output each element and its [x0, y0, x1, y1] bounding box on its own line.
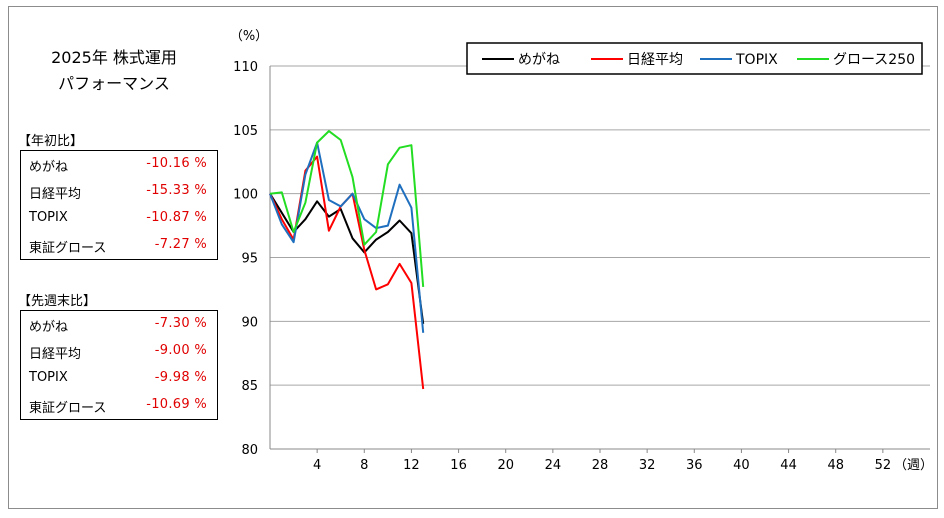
x-tick-label: 12 [403, 458, 420, 473]
x-unit-label: （週） [894, 458, 933, 473]
ytd-row-topix: TOPIX -10.87 % [21, 205, 217, 232]
ytd-name: TOPIX [29, 210, 68, 225]
y-tick-label: 110 [233, 60, 258, 75]
x-tick-label: 20 [497, 458, 514, 473]
legend-label: 日経平均 [627, 52, 683, 68]
chart-title-line2: パフォーマンス [58, 74, 170, 93]
x-tick-label: 52 [875, 458, 892, 473]
x-tick-label: 4 [313, 458, 321, 473]
wow-name: めがね [29, 320, 69, 335]
series-line-3 [269, 130, 425, 287]
y-tick-label: 95 [241, 252, 258, 267]
ytd-name: 東証グロース [29, 241, 107, 256]
x-tick-label: 36 [686, 458, 703, 473]
wow-table: めがね -7.30 % 日経平均 -9.00 % TOPIX -9.98 % 東… [20, 310, 218, 420]
x-tick-label: 40 [733, 458, 750, 473]
ytd-value: -10.16 % [146, 156, 207, 171]
x-tick-label: 44 [780, 458, 797, 473]
series-line-1 [269, 155, 425, 390]
ytd-name: めがね [29, 160, 69, 175]
chart-title-line1: 2025年 株式運用 [51, 48, 177, 67]
wow-value: -10.69 % [146, 397, 207, 412]
y-unit-label: （%） [230, 29, 268, 44]
x-tick-label: 8 [360, 458, 368, 473]
ytd-row-growth: 東証グロース -7.27 % [21, 232, 217, 259]
legend-label: グロース250 [833, 52, 915, 68]
ytd-value: -10.87 % [146, 210, 207, 225]
wow-name: 東証グロース [29, 401, 107, 416]
x-tick-label: 48 [827, 458, 844, 473]
ytd-table: めがね -10.16 % 日経平均 -15.33 % TOPIX -10.87 … [20, 150, 218, 260]
x-tick-label: 16 [450, 458, 467, 473]
y-tick-label: 90 [241, 315, 258, 330]
x-tick-label: 28 [592, 458, 609, 473]
wow-name: TOPIX [29, 370, 68, 385]
ytd-row-megane: めがね -10.16 % [21, 151, 217, 178]
x-tick-label: 24 [545, 458, 562, 473]
legend-label: めがね [518, 52, 560, 68]
wow-row-topix: TOPIX -9.98 % [21, 365, 217, 392]
wow-row-nikkei: 日経平均 -9.00 % [21, 338, 217, 365]
wow-value: -7.30 % [154, 316, 207, 331]
series-line-0 [269, 193, 425, 325]
x-tick-label: 32 [639, 458, 656, 473]
series-line-2 [269, 141, 425, 333]
wow-row-megane: めがね -7.30 % [21, 311, 217, 338]
wow-row-growth: 東証グロース -10.69 % [21, 392, 217, 419]
wow-value: -9.00 % [154, 343, 207, 358]
ytd-row-nikkei: 日経平均 -15.33 % [21, 178, 217, 205]
ytd-value: -7.27 % [154, 237, 207, 252]
chart-frame [8, 6, 938, 509]
ytd-name: 日経平均 [29, 187, 82, 202]
y-tick-label: 100 [233, 188, 258, 203]
wow-section-label: 【先週末比】 [18, 294, 97, 309]
legend-box [466, 42, 923, 75]
legend-label: TOPIX [735, 52, 778, 68]
y-tick-label: 80 [241, 443, 258, 458]
y-tick-label: 105 [233, 124, 258, 139]
wow-name: 日経平均 [29, 347, 82, 362]
ytd-section-label: 【年初比】 [18, 134, 84, 149]
y-tick-label: 85 [241, 379, 258, 394]
wow-value: -9.98 % [154, 370, 207, 385]
ytd-value: -15.33 % [146, 183, 207, 198]
